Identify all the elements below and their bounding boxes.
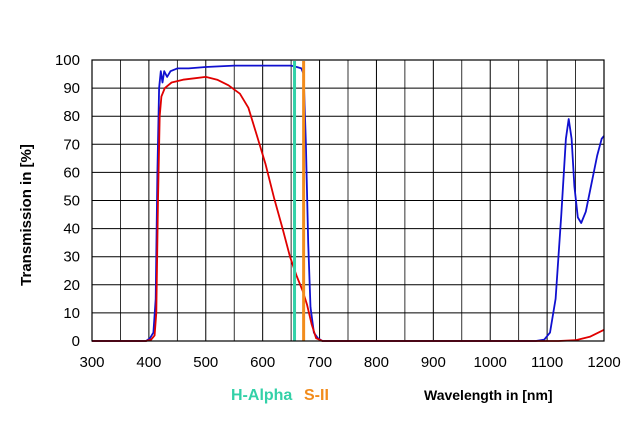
s-ii-label: S-II: [304, 387, 329, 404]
y-axis-label: Transmission in [%]: [18, 144, 35, 286]
y-tick-30: 30: [63, 249, 80, 266]
x-tick-labels: 300 400 500 600 700 800 900 1000 1100 1200: [79, 354, 620, 371]
x-tick-300: 300: [79, 354, 104, 371]
blue-curve: [92, 64, 605, 342]
red-curve: [92, 76, 605, 342]
y-tick-70: 70: [63, 136, 80, 153]
plot-frame: [91, 59, 605, 342]
x-tick-400: 400: [136, 354, 161, 371]
y-tick-20: 20: [63, 277, 80, 294]
x-tick-1100: 1100: [531, 354, 563, 371]
major-gridlines: [91, 59, 605, 342]
y-tick-0: 0: [72, 333, 80, 350]
x-tick-1200: 1200: [587, 354, 620, 371]
x-tick-500: 500: [193, 354, 218, 371]
y-tick-90: 90: [63, 80, 80, 97]
y-tick-100: 100: [55, 52, 80, 69]
y-tick-50: 50: [63, 193, 80, 210]
y-tick-10: 10: [63, 305, 80, 322]
y-tick-60: 60: [63, 164, 80, 181]
x-tick-700: 700: [307, 354, 332, 371]
x-tick-600: 600: [250, 354, 275, 371]
h-alpha-label: H-Alpha: [231, 387, 292, 404]
wavelength-markers: [293, 61, 306, 341]
y-tick-labels: 0 10 20 30 40 50 60 70 80 90 100: [55, 52, 80, 350]
x-tick-800: 800: [364, 354, 389, 371]
x-axis-label: Wavelength in [nm]: [424, 387, 553, 403]
x-tick-1000: 1000: [474, 354, 507, 371]
series-layer: [92, 64, 605, 342]
y-tick-40: 40: [63, 221, 80, 238]
y-tick-80: 80: [63, 108, 80, 125]
x-tick-900: 900: [421, 354, 446, 371]
